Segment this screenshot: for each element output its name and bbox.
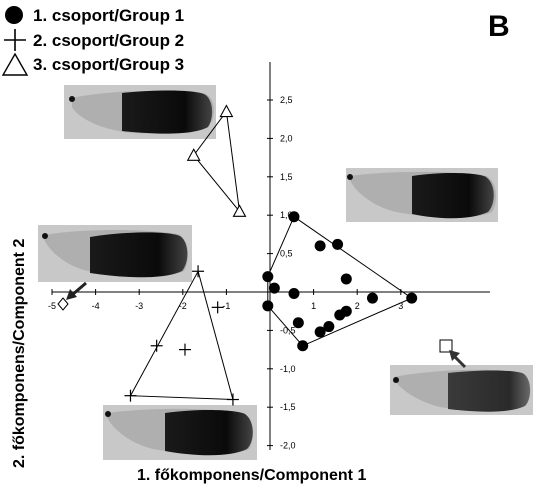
wing-photo-left-extreme	[38, 225, 192, 282]
point-group3	[232, 204, 247, 217]
y-tick-label: 1,5	[280, 172, 293, 182]
x-tick-label: -2	[179, 301, 187, 311]
arrow-shaft	[71, 281, 87, 297]
wing-photo-group3	[64, 85, 216, 139]
point-group3	[219, 104, 234, 118]
x-tick-label: -5	[48, 301, 56, 311]
square-marker	[439, 339, 453, 353]
legend-label: 3. csoport/Group 3	[33, 55, 184, 74]
x-tick-label: 2	[355, 301, 360, 311]
point-group2	[226, 393, 239, 406]
open-triangle-icon	[1, 52, 29, 76]
point-group1	[340, 273, 352, 285]
point-group1	[314, 326, 326, 338]
point-group1	[366, 292, 378, 304]
left-extreme-marker	[57, 281, 87, 311]
x-tick-label: 1	[311, 301, 316, 311]
point-group1	[268, 282, 280, 294]
y-tick-label: 2,0	[280, 133, 293, 143]
ticks: -5 -4 -3 -2 -1 1 2 3 2,5 2,0 1,5 1,0 0,5 -0,5 -1,0 -1,5…	[48, 95, 403, 451]
arrow-head-icon	[66, 289, 77, 300]
x-tick-label: -4	[92, 301, 100, 311]
hull-open-triangle	[193, 110, 241, 214]
point-group1	[323, 321, 335, 333]
right-extreme-marker	[439, 339, 467, 369]
y-tick-label: -1,5	[280, 402, 296, 412]
hull-plus	[129, 269, 234, 401]
y-axis-title: 2. főkomponens/Component 2	[11, 239, 28, 468]
point-group2	[150, 339, 163, 352]
x-axis-title: 1. főkomponens/Component 1	[137, 467, 366, 484]
point-group1	[262, 271, 274, 283]
wing-photo-right-extreme	[390, 365, 533, 415]
point-group1	[297, 340, 309, 352]
legend: 1. csoport/Group 1 2. csoport/Group 2 3.…	[1, 6, 184, 76]
x-tick-label: 3	[398, 301, 403, 311]
diamond-marker	[57, 297, 69, 311]
legend-label: 1. csoport/Group 1	[33, 6, 184, 25]
point-group1	[332, 238, 344, 250]
y-tick-label: -2,0	[280, 441, 296, 451]
arrow-head-icon	[449, 350, 460, 361]
point-group2	[211, 301, 224, 314]
legend-item-group1: 1. csoport/Group 1	[5, 6, 184, 25]
y-tick-label: 1,0	[280, 210, 293, 220]
legend-item-group3: 3. csoport/Group 3	[1, 52, 184, 76]
point-group1	[406, 292, 418, 304]
point-group2	[178, 343, 191, 356]
point-group1	[340, 305, 352, 317]
y-tick-label: 2,5	[280, 95, 293, 105]
point-group2	[192, 265, 205, 278]
panel-label: B	[488, 10, 510, 43]
filled-circle-icon	[5, 6, 23, 24]
hull-filled-circle	[267, 215, 413, 347]
point-group1	[292, 317, 304, 329]
y-tick-label: -0,5	[280, 325, 296, 335]
x-tick-label: -1	[222, 301, 230, 311]
y-tick-label: 0,5	[280, 249, 293, 259]
point-group1	[262, 300, 274, 312]
point-group1	[288, 288, 300, 300]
x-tick-label: -3	[135, 301, 143, 311]
legend-item-group2: 2. csoport/Group 2	[4, 29, 184, 51]
point-group2	[124, 389, 137, 402]
point-group3	[186, 148, 201, 161]
annotations	[57, 281, 467, 369]
point-group1	[288, 211, 300, 223]
legend-label: 2. csoport/Group 2	[33, 31, 184, 50]
point-group1	[314, 240, 326, 252]
arrow-shaft	[452, 354, 467, 369]
wing-photo-group1	[346, 168, 498, 222]
y-tick-label: -1,0	[280, 364, 296, 374]
data-points	[124, 104, 418, 406]
convex-hulls	[129, 110, 413, 401]
wing-photo-group2	[103, 405, 257, 460]
